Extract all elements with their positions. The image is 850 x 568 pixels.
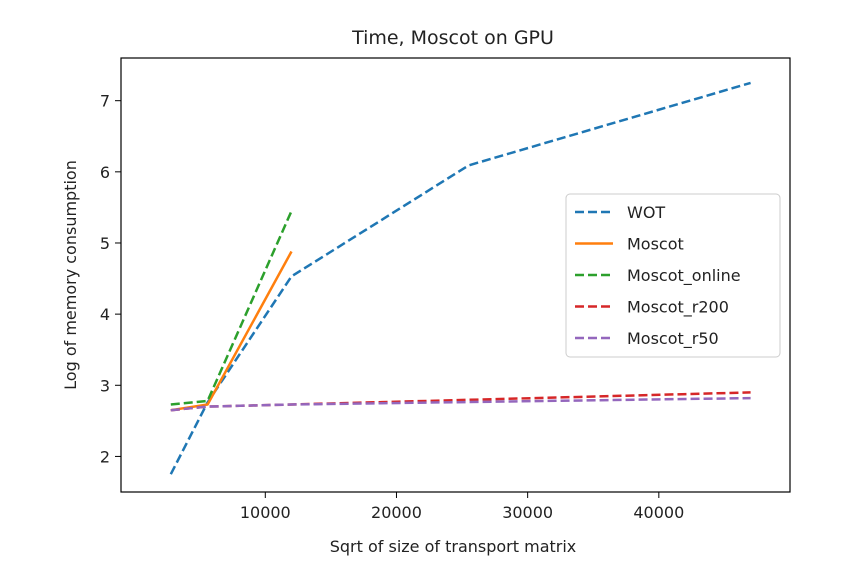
series-line-1 [170, 250, 293, 412]
plot-frame [120, 57, 791, 493]
y-axis: 2 3 4 5 6 7 [100, 92, 121, 466]
chart-title: Time, Moscot on GPU [351, 27, 554, 49]
legend-label-4: Moscot_r50 [627, 329, 719, 349]
y-axis-label: Log of memory consumption [61, 160, 80, 390]
y-tick-label: 6 [100, 163, 110, 182]
plot-area [169, 81, 751, 475]
legend-label-2: Moscot_online [627, 266, 741, 286]
y-tick-label: 5 [100, 234, 110, 253]
x-axis-label: Sqrt of size of transport matrix [330, 537, 577, 556]
y-tick-label: 7 [100, 92, 110, 111]
series-line-2 [170, 210, 293, 406]
series-line-0 [169, 81, 751, 475]
y-tick-label: 3 [100, 376, 110, 395]
x-tick-label: 40000 [633, 503, 684, 522]
series-line-4 [170, 396, 751, 412]
legend: WOT Moscot Moscot_online Moscot_r200 Moscot_… [565, 193, 781, 358]
x-tick-label: 20000 [371, 503, 422, 522]
y-tick-label: 2 [100, 447, 110, 466]
x-tick-label: 10000 [240, 503, 291, 522]
legend-label-1: Moscot [627, 235, 684, 254]
legend-label-3: Moscot_r200 [627, 298, 729, 318]
x-axis: 10000 20000 30000 40000 [240, 492, 684, 522]
y-tick-label: 4 [100, 305, 110, 324]
legend-label-0: WOT [627, 203, 665, 222]
x-tick-label: 30000 [502, 503, 553, 522]
legend-box [565, 193, 781, 358]
